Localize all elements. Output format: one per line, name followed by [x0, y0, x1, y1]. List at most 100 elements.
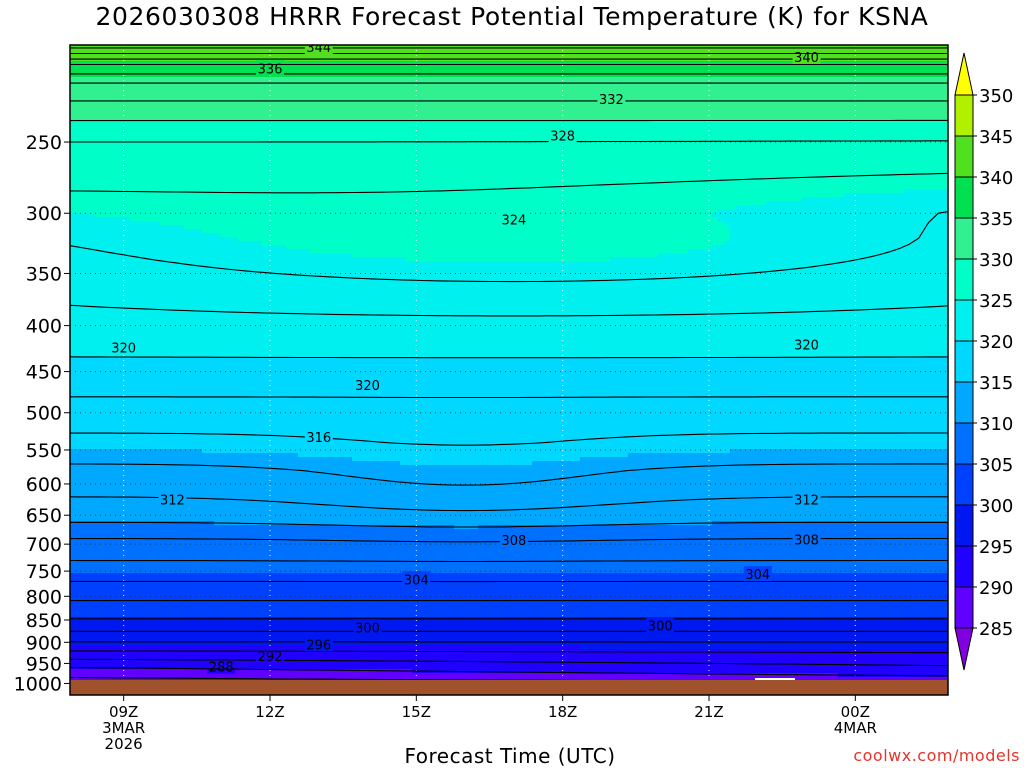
theta-cell	[178, 89, 185, 94]
theta-cell	[196, 165, 203, 170]
theta-cell	[208, 109, 215, 114]
theta-cell	[142, 253, 149, 258]
theta-cell	[82, 541, 89, 546]
theta-cell	[214, 345, 221, 350]
theta-cell	[124, 93, 131, 98]
theta-cell	[202, 477, 209, 482]
theta-cell	[172, 413, 179, 418]
theta-cell	[196, 173, 203, 178]
theta-cell	[184, 365, 191, 370]
theta-cell	[148, 133, 155, 138]
theta-cell	[118, 309, 125, 314]
theta-cell	[148, 93, 155, 98]
theta-cell	[184, 673, 191, 678]
theta-cell	[82, 633, 89, 638]
theta-cell	[148, 337, 155, 342]
theta-cell	[106, 221, 113, 226]
theta-cell	[76, 409, 83, 414]
theta-cell	[190, 113, 197, 118]
theta-cell	[220, 405, 227, 410]
theta-cell	[190, 561, 197, 566]
theta-cell	[208, 569, 215, 574]
theta-cell	[106, 501, 113, 506]
theta-cell	[130, 69, 137, 74]
theta-cell	[100, 121, 107, 126]
theta-cell	[136, 513, 143, 518]
theta-cell	[88, 369, 95, 374]
theta-cell	[160, 389, 167, 394]
theta-cell	[88, 161, 95, 166]
theta-cell	[208, 533, 215, 538]
theta-cell	[190, 501, 197, 506]
theta-cell	[214, 545, 221, 550]
theta-cell	[202, 589, 209, 594]
theta-cell	[100, 425, 107, 430]
theta-cell	[76, 173, 83, 178]
theta-cell	[178, 217, 185, 222]
theta-cell	[172, 285, 179, 290]
theta-cell	[124, 357, 131, 362]
theta-cell	[70, 589, 77, 594]
theta-cell	[106, 517, 113, 522]
theta-cell	[82, 281, 89, 286]
theta-cell	[148, 317, 155, 322]
theta-cell	[196, 161, 203, 166]
theta-cell	[100, 245, 107, 250]
theta-cell	[70, 549, 77, 554]
theta-cell	[130, 145, 137, 150]
theta-cell	[214, 213, 221, 218]
theta-cell	[190, 401, 197, 406]
theta-cell	[118, 529, 125, 534]
theta-cell	[142, 157, 149, 162]
theta-cell	[82, 153, 89, 158]
theta-cell	[136, 105, 143, 110]
theta-cell	[106, 465, 113, 470]
theta-cell	[88, 645, 95, 650]
theta-cell	[184, 593, 191, 598]
theta-cell	[130, 245, 137, 250]
theta-cell	[148, 285, 155, 290]
theta-cell	[160, 593, 167, 598]
theta-cell	[214, 241, 221, 246]
theta-cell	[82, 397, 89, 402]
theta-cell	[190, 505, 197, 510]
theta-cell	[166, 445, 173, 450]
theta-cell	[88, 49, 95, 54]
theta-cell	[208, 181, 215, 186]
theta-cell	[70, 645, 77, 650]
theta-cell	[88, 401, 95, 406]
theta-cell	[184, 233, 191, 238]
theta-cell	[124, 537, 131, 542]
theta-cell	[154, 549, 161, 554]
theta-cell	[160, 333, 167, 338]
theta-cell	[130, 261, 137, 266]
theta-cell	[166, 437, 173, 442]
theta-cell	[124, 489, 131, 494]
theta-cell	[220, 585, 227, 590]
theta-cell	[220, 529, 227, 534]
theta-cell	[220, 485, 227, 490]
theta-cell	[88, 449, 95, 454]
theta-cell	[202, 585, 209, 590]
theta-cell	[148, 609, 155, 614]
theta-cell	[148, 249, 155, 254]
theta-cell	[196, 385, 203, 390]
theta-cell	[94, 653, 101, 658]
theta-cell	[136, 361, 143, 366]
theta-cell	[196, 77, 203, 82]
theta-cell	[220, 413, 227, 418]
theta-cell	[100, 149, 107, 154]
theta-cell	[196, 445, 203, 450]
theta-cell	[76, 153, 83, 158]
theta-cell	[214, 477, 221, 482]
theta-cell	[214, 209, 221, 214]
theta-cell	[94, 389, 101, 394]
theta-cell	[142, 533, 149, 538]
theta-cell	[184, 589, 191, 594]
theta-cell	[184, 425, 191, 430]
theta-cell	[118, 401, 125, 406]
theta-cell	[178, 421, 185, 426]
theta-cell	[106, 633, 113, 638]
theta-cell	[166, 121, 173, 126]
theta-cell	[82, 317, 89, 322]
